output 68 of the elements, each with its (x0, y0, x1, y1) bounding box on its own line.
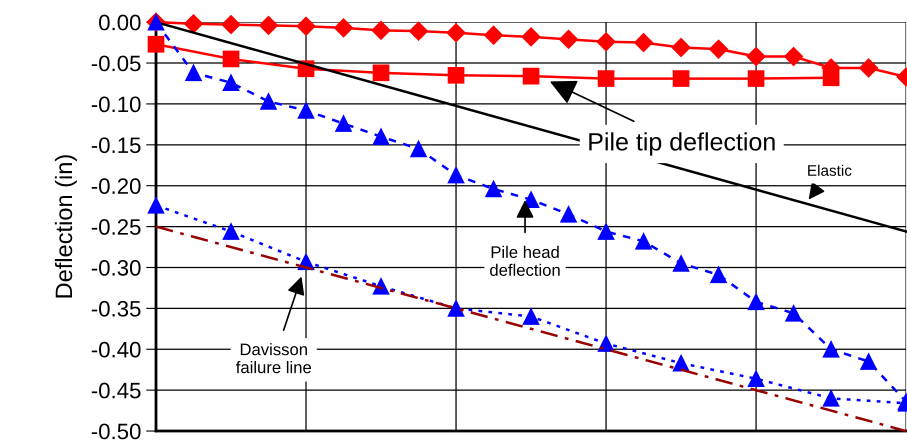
point (334, 18, 354, 38)
point (559, 30, 578, 49)
point (298, 102, 314, 119)
y-tick-label: -0.45 (92, 382, 140, 398)
point (598, 223, 614, 240)
y-tick-label: -0.40 (92, 342, 141, 358)
point (448, 166, 464, 184)
point (448, 66, 464, 84)
point (672, 38, 691, 58)
point (185, 64, 202, 82)
point (448, 300, 464, 317)
y-tick-label: -0.30 (92, 260, 141, 276)
point (148, 197, 164, 214)
point (222, 50, 240, 68)
point (635, 232, 652, 250)
annotation: Elastic (808, 164, 852, 176)
point (860, 353, 877, 370)
point (222, 74, 240, 91)
point (785, 304, 802, 322)
point (634, 33, 654, 52)
point (184, 14, 204, 34)
y-tick-label: -0.20 (92, 178, 141, 194)
annotation: Pile head deflection (490, 246, 560, 276)
annotation: Pile tip deflection (589, 132, 775, 156)
point (371, 20, 391, 40)
point (522, 68, 540, 84)
point (446, 23, 466, 42)
point (748, 293, 764, 310)
point (522, 308, 540, 325)
point (784, 46, 804, 66)
point (672, 70, 690, 87)
point (260, 93, 277, 110)
point (710, 266, 727, 284)
point (822, 69, 840, 86)
point (221, 15, 241, 34)
y-axis-title: Deflection (in) (54, 155, 77, 298)
point (748, 370, 764, 388)
point (410, 140, 427, 158)
point (596, 32, 616, 52)
point (258, 16, 278, 35)
point (148, 36, 164, 53)
y-tick-label: -0.50 (92, 424, 141, 440)
point (372, 64, 390, 82)
point (746, 46, 766, 66)
annotation: Davisson failure line (236, 343, 311, 374)
y-tick-label: -0.25 (92, 219, 140, 235)
point (822, 340, 840, 358)
y-tick-label: -0.15 (92, 137, 140, 154)
point (560, 206, 577, 223)
point (296, 16, 316, 36)
point (672, 255, 690, 272)
point (485, 180, 502, 198)
point (372, 128, 390, 145)
point (484, 26, 504, 45)
point (598, 70, 614, 87)
point (409, 22, 428, 41)
point (522, 27, 541, 46)
point (222, 223, 240, 240)
y-tick-label: -0.35 (92, 300, 140, 317)
y-tick-label: -0.10 (92, 96, 141, 112)
point (335, 115, 352, 132)
y-tick-label: -0.05 (92, 56, 140, 72)
point (598, 335, 614, 352)
y-tick-label: 0.00 (99, 14, 141, 30)
point (709, 40, 728, 59)
point (859, 58, 878, 78)
point (748, 70, 764, 87)
point (822, 390, 840, 407)
